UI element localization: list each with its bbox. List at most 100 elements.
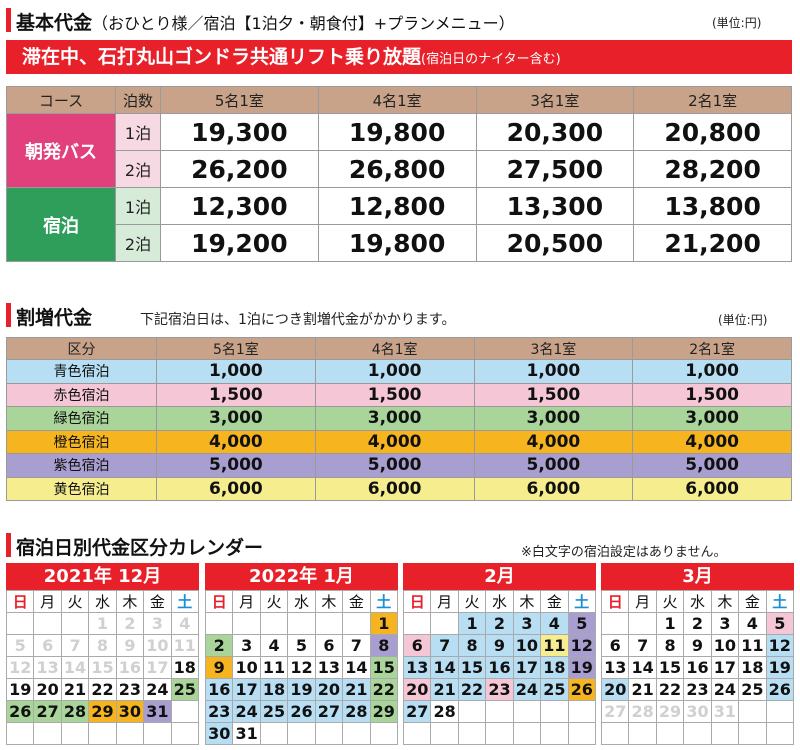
surcharge-cell: 3,000 xyxy=(314,406,475,431)
weekday-label: 水 xyxy=(288,591,316,613)
table-row: 青色宿泊 1,000 1,000 1,000 1,000 xyxy=(6,359,792,384)
surcharge-cell: 3,000 xyxy=(156,406,316,431)
calendar-day: 3 xyxy=(233,635,261,657)
table-row: 2泊 26,200 26,800 27,500 28,200 xyxy=(7,150,792,188)
calendar-month-title: 2022年 1月 xyxy=(205,563,398,590)
calendar-note: ※白文字の宿泊設定はありません。 xyxy=(521,545,727,560)
calendar-day: 6 xyxy=(315,635,344,657)
calendar-day: 30 xyxy=(684,701,712,723)
table-row: 宿泊 1泊 12,300 12,800 13,300 13,800 xyxy=(6,187,792,262)
calendar-grid: 日月火水木金土 1 2 3 4 5 6 7 8 9 10 11 12 13 14 15 16 17 18 19 20 21… xyxy=(601,590,794,745)
calendar-title: 宿泊日別代金区分カレンダー xyxy=(16,537,264,559)
calendar-empty-cell xyxy=(404,613,432,635)
calendar-day: 7 xyxy=(343,635,371,657)
surcharge-cell: 1,000 xyxy=(156,359,316,384)
calendar-day: 13 xyxy=(404,657,432,679)
weekday-label: 土 xyxy=(766,591,794,613)
calendar-day: 25 xyxy=(260,701,289,723)
calendar-day: 3 xyxy=(711,613,740,635)
calendar-empty-cell xyxy=(656,723,685,745)
calendar-empty-cell xyxy=(541,701,569,723)
calendar-month-title: 2月 xyxy=(403,563,596,590)
calendar-day: 4 xyxy=(541,613,569,635)
calendar-empty-cell xyxy=(766,701,794,723)
calendar-day: 19 xyxy=(288,679,316,701)
section-marker xyxy=(6,8,11,32)
calendar-empty-cell xyxy=(684,723,712,745)
weekday-label: 火 xyxy=(61,591,90,613)
calendar-empty-cell xyxy=(739,723,767,745)
calendar-day: 14 xyxy=(61,657,90,679)
weekday-label: 月 xyxy=(629,591,657,613)
weekday-label: 木 xyxy=(116,591,145,613)
calendar-day: 8 xyxy=(370,635,398,657)
calendar-day: 27 xyxy=(34,701,62,723)
calendar-empty-cell xyxy=(260,613,289,635)
calendar-day: 31 xyxy=(233,723,261,745)
calendar-empty-cell xyxy=(629,613,657,635)
col-3: 3名1室 xyxy=(475,86,635,114)
calendar-day: 6 xyxy=(34,635,62,657)
calendar-day: 27 xyxy=(602,701,630,723)
price-cell: 20,800 xyxy=(633,113,792,151)
nights-cell: 2泊 xyxy=(115,224,161,262)
weekday-label: 日 xyxy=(206,591,234,613)
calendar-day: 4 xyxy=(171,613,199,635)
calendar-day: 10 xyxy=(711,635,740,657)
calendar-day: 3 xyxy=(513,613,542,635)
unit-label: (単位:円) xyxy=(712,16,762,30)
category-label: 橙色宿泊 xyxy=(6,429,157,454)
price-cell: 26,200 xyxy=(160,150,319,188)
price-cell: 20,300 xyxy=(475,113,635,151)
calendar-day: 29 xyxy=(89,701,117,723)
weekday-label: 火 xyxy=(260,591,289,613)
weekday-label: 月 xyxy=(233,591,261,613)
calendar-empty-cell xyxy=(602,723,630,745)
calendar-day: 28 xyxy=(431,701,459,723)
calendar-day: 19 xyxy=(766,657,794,679)
category-label: 緑色宿泊 xyxy=(6,406,157,431)
weekday-label: 月 xyxy=(431,591,459,613)
calendar-empty-cell xyxy=(144,723,172,745)
surcharge-cell: 5,000 xyxy=(473,453,634,478)
weekday-label: 木 xyxy=(711,591,740,613)
surcharge-cell: 6,000 xyxy=(473,476,634,501)
calendar-day: 1 xyxy=(370,613,398,635)
base-price-title: 基本代金（おひとり様／宿泊【1泊夕・朝食付】+プランメニュー） xyxy=(16,12,515,34)
lift-banner: 滞在中、石打丸山ゴンドラ共通リフト乗り放題(宿泊日のナイター含む) xyxy=(6,40,792,74)
surcharge-cell: 1,000 xyxy=(314,359,475,384)
calendar-empty-cell xyxy=(766,723,794,745)
calendar-day: 7 xyxy=(431,635,459,657)
surcharge-cell: 1,500 xyxy=(473,382,634,407)
category-label: 青色宿泊 xyxy=(6,359,157,384)
calendar-day: 4 xyxy=(739,613,767,635)
calendar-day: 23 xyxy=(486,679,514,701)
weekday-label: 火 xyxy=(656,591,685,613)
col-2: 2名1室 xyxy=(633,86,792,114)
calendar-day: 18 xyxy=(260,679,289,701)
surcharge-cell: 4,000 xyxy=(314,429,475,454)
table-row: 朝発バス 1泊 19,300 19,800 20,300 20,800 xyxy=(6,113,792,188)
calendar-empty-cell xyxy=(541,723,569,745)
price-cell: 19,300 xyxy=(160,113,319,151)
surcharge-note: 下記宿泊日は、1泊につき割増代金がかかります。 xyxy=(140,312,456,328)
calendar-empty-cell xyxy=(7,613,35,635)
price-cell: 21,200 xyxy=(633,224,792,262)
calendar-day: 25 xyxy=(171,679,199,701)
calendar-day: 14 xyxy=(343,657,371,679)
table-row: 紫色宿泊 5,000 5,000 5,000 5,000 xyxy=(6,453,792,478)
calendar-day: 3 xyxy=(144,613,172,635)
weekday-label: 土 xyxy=(568,591,596,613)
col-nights: 泊数 xyxy=(115,86,161,114)
calendar-day: 9 xyxy=(486,635,514,657)
surcharge-cell: 1,500 xyxy=(156,382,316,407)
calendar-day: 6 xyxy=(602,635,630,657)
calendar-month-title: 3月 xyxy=(601,563,794,590)
nights-cell: 1泊 xyxy=(115,113,161,151)
calendar-day: 15 xyxy=(370,657,398,679)
calendar-day: 18 xyxy=(171,657,199,679)
section-marker xyxy=(6,303,11,327)
calendar-feb: 2月日月火水木金土 1 2 3 4 5 6 7 8 9 10 11 12 13 14 15 16 17 18 19 20… xyxy=(403,563,596,745)
weekday-label: 水 xyxy=(684,591,712,613)
surcharge-title: 割増代金 xyxy=(16,307,93,329)
